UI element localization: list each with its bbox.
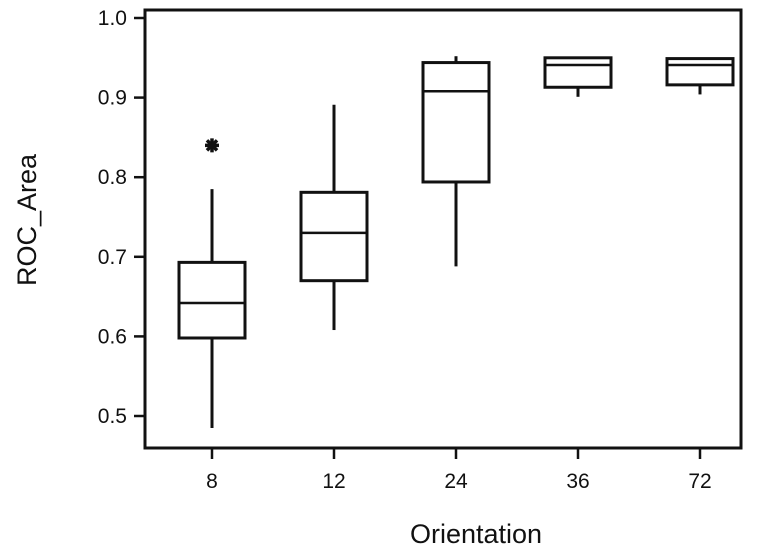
box-series (177, 56, 735, 428)
x-tick-label: 24 (444, 470, 468, 493)
y-tick-label: 0.8 (98, 166, 127, 189)
y-tick-label: 0.7 (98, 246, 127, 269)
box-group-12 (299, 104, 369, 331)
y-axis-title: ROC_Area (12, 153, 42, 286)
box-group-8 (177, 138, 247, 428)
x-tick-label: 12 (322, 470, 345, 493)
box-iqr (665, 57, 735, 87)
y-axis: 0.5 0.6 0.7 0.8 0.9 1.0 (98, 7, 145, 428)
y-tick-label: 1.0 (98, 7, 127, 30)
box-iqr (299, 190, 369, 283)
box-group-24 (421, 56, 491, 267)
outlier-marker (205, 138, 219, 153)
box-group-72 (665, 57, 735, 95)
box-iqr (543, 56, 613, 89)
y-tick-label: 0.5 (98, 405, 127, 428)
y-tick-label: 0.9 (98, 87, 127, 110)
plot-frame (143, 8, 743, 450)
box-iqr (421, 61, 491, 184)
box-iqr (177, 260, 247, 340)
x-axis-title: Orientation (410, 519, 542, 549)
outlier-stroke (205, 139, 219, 152)
x-tick-label: 8 (206, 470, 218, 493)
x-axis: 8 12 24 36 72 (206, 448, 712, 493)
x-tick-label: 36 (566, 470, 589, 493)
y-tick-label: 0.6 (98, 325, 127, 348)
x-tick-label: 72 (688, 470, 711, 493)
box-group-36 (543, 56, 613, 97)
